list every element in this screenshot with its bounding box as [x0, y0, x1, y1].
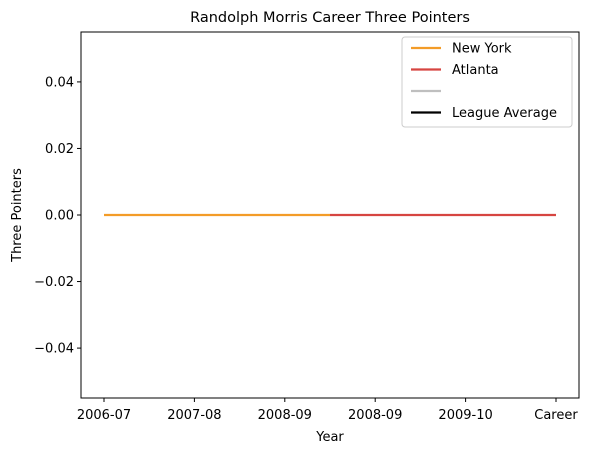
legend-label: Atlanta [452, 63, 499, 78]
x-tick-label: 2007-08 [167, 408, 221, 423]
y-tick-label: −0.02 [34, 275, 74, 290]
x-tick-label: 2009-10 [438, 408, 492, 423]
y-tick-label: −0.04 [34, 342, 74, 357]
x-axis-label: Year [315, 430, 344, 445]
chart-title: Randolph Morris Career Three Pointers [190, 10, 470, 26]
y-tick-label: 0.00 [45, 209, 74, 224]
x-tick-label: 2008-09 [348, 408, 402, 423]
y-tick-label: 0.04 [45, 75, 74, 90]
y-tick-label: 0.02 [45, 142, 74, 157]
x-tick-label: 2006-07 [77, 408, 131, 423]
y-axis-label: Three Pointers [10, 168, 25, 263]
legend-frame [401, 36, 573, 128]
x-tick-label: 2008-09 [258, 408, 312, 423]
legend: New York Atlanta League Average [401, 36, 573, 128]
legend-label: New York [452, 42, 512, 57]
x-axis-ticks: 2006-07 2007-08 2008-09 2008-09 2009-10 Caree… [77, 398, 578, 423]
y-axis-ticks: −0.04 −0.02 0.00 0.02 0.04 [34, 75, 81, 357]
legend-label: League Average [452, 106, 557, 121]
x-tick-label: Career [534, 408, 578, 423]
